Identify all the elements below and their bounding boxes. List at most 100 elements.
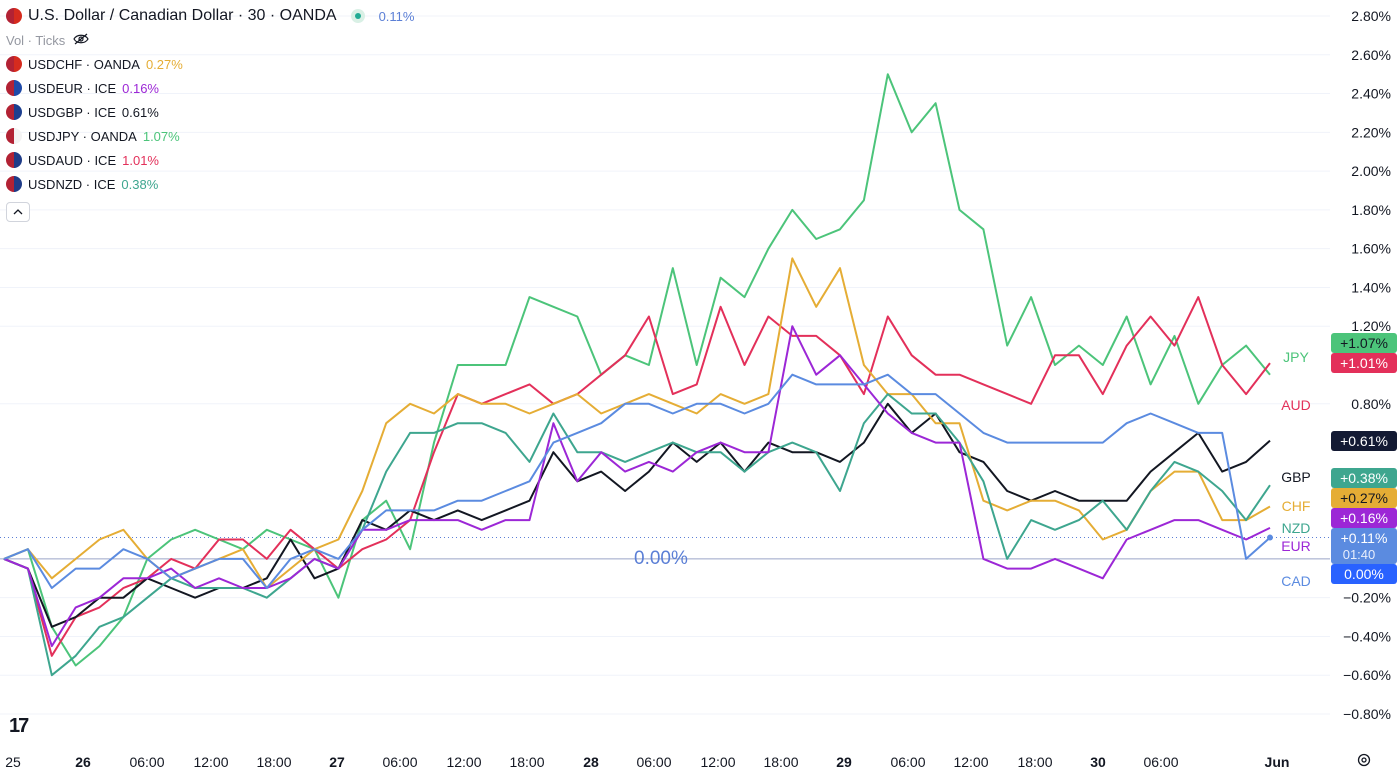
flag-icon	[6, 104, 22, 120]
legend-row-usdchf[interactable]: USDCHF · OANDA 0.27%	[6, 52, 414, 76]
countdown-text: 01:40	[1343, 547, 1376, 562]
x-tick-label: 12:00	[700, 754, 735, 770]
series-line-jpy[interactable]	[3, 73, 1271, 667]
y-tick-label: −0.20%	[1343, 590, 1391, 606]
series-line-chf[interactable]	[3, 257, 1271, 589]
legend-change: 0.38%	[121, 176, 159, 192]
usdcad-flag-icon	[6, 8, 22, 24]
x-tick-label: 18:00	[763, 754, 798, 770]
x-tick-label: 12:00	[193, 754, 228, 770]
legend-change: 1.07%	[142, 128, 180, 144]
market-open-icon	[350, 9, 365, 23]
legend-row-usdaud[interactable]: USDAUD · ICE 1.01%	[6, 148, 414, 172]
legend-row-usdnzd[interactable]: USDNZD · ICE 0.38%	[6, 172, 414, 196]
series-label-gbp: GBP	[1281, 469, 1311, 485]
x-tick-label: 06:00	[129, 754, 164, 770]
x-tick-label: 30	[1090, 754, 1106, 770]
price-badge	[1331, 564, 1397, 584]
price-badge	[1331, 431, 1397, 451]
legend-row-usdgbp[interactable]: USDGBP · ICE 0.61%	[6, 100, 414, 124]
x-tick-label: 28	[583, 754, 599, 770]
x-tick-label: 06:00	[1143, 754, 1178, 770]
price-badge	[1331, 508, 1397, 528]
y-tick-label: 2.00%	[1351, 163, 1391, 179]
legend-panel: U.S. Dollar / Canadian Dollar · 30 · OAN…	[6, 4, 414, 222]
price-badge	[1331, 468, 1397, 488]
x-tick-label: 12:00	[953, 754, 988, 770]
flag-icon	[6, 152, 22, 168]
x-tick-label: 26	[75, 754, 91, 770]
zero-line-label: 0.00%	[634, 548, 688, 569]
price-badge-text: +0.27%	[1340, 490, 1388, 506]
last-price-dot	[1267, 534, 1273, 541]
price-badge-text: +0.11%	[1341, 530, 1388, 546]
price-badge-text: 0.00%	[1344, 566, 1384, 582]
volume-row[interactable]: Vol · Ticks	[6, 28, 414, 52]
y-tick-label: 2.40%	[1351, 86, 1391, 102]
series-label-nzd: NZD	[1282, 520, 1311, 536]
series-label-chf: CHF	[1282, 498, 1311, 514]
gear-icon[interactable]	[1356, 752, 1372, 773]
x-tick-label: 06:00	[382, 754, 417, 770]
flag-icon	[6, 128, 22, 144]
flag-icon	[6, 56, 22, 72]
series-line-eur[interactable]	[3, 325, 1271, 648]
y-tick-label: 1.40%	[1351, 279, 1391, 295]
price-badge	[1331, 528, 1397, 564]
chevron-up-icon[interactable]	[6, 202, 30, 222]
price-badge-text: +0.16%	[1340, 510, 1388, 526]
series-line-cad[interactable]	[3, 373, 1271, 589]
price-badge	[1331, 488, 1397, 508]
series-label-eur: EUR	[1281, 538, 1311, 554]
price-badge-text: +0.61%	[1340, 433, 1388, 449]
legend-change: 0.16%	[122, 80, 159, 96]
x-tick-label: 18:00	[256, 754, 291, 770]
eye-slash-icon[interactable]	[73, 33, 89, 48]
x-tick-label: 18:00	[1017, 754, 1052, 770]
series-line-gbp[interactable]	[3, 402, 1271, 628]
tradingview-logo[interactable]: 17	[9, 715, 29, 737]
legend-symbol: USDJPY · OANDA	[28, 128, 137, 144]
x-tick-label: 27	[329, 754, 345, 770]
y-tick-label: 2.20%	[1351, 124, 1391, 140]
main-symbol-row[interactable]: U.S. Dollar / Canadian Dollar · 30 · OAN…	[6, 4, 414, 28]
price-badge	[1331, 353, 1397, 373]
main-change: 0.11%	[378, 8, 415, 24]
y-tick-label: 1.60%	[1351, 241, 1391, 257]
price-badge	[1331, 333, 1397, 353]
flag-icon	[6, 80, 22, 96]
legend-symbol: USDCHF · OANDA	[28, 56, 140, 72]
series-line-nzd[interactable]	[3, 393, 1271, 677]
y-tick-label: 1.80%	[1351, 202, 1391, 218]
x-tick-label: 29	[836, 754, 852, 770]
y-tick-label: 2.80%	[1351, 8, 1391, 24]
x-tick-label: 18:00	[509, 754, 544, 770]
flag-icon	[6, 176, 22, 192]
legend-row-usdjpy[interactable]: USDJPY · OANDA 1.07%	[6, 124, 414, 148]
price-badge-text: +1.07%	[1340, 335, 1388, 351]
x-tick-label: Jun	[1265, 754, 1290, 770]
legend-symbol: USDNZD · ICE	[28, 176, 116, 192]
y-tick-label: −0.80%	[1343, 706, 1391, 722]
legend-change: 0.27%	[145, 56, 183, 72]
series-label-cad: CAD	[1281, 573, 1311, 589]
price-badge-text: +1.01%	[1340, 355, 1388, 371]
legend-change: 1.01%	[122, 152, 159, 168]
legend-symbol: USDAUD · ICE	[28, 152, 117, 168]
x-tick-label: 06:00	[636, 754, 671, 770]
series-label-jpy: JPY	[1283, 349, 1309, 365]
volume-label: Vol · Ticks	[6, 32, 66, 48]
price-badge-text: +0.38%	[1340, 470, 1388, 486]
x-tick-label: 25	[5, 754, 21, 770]
y-tick-label: 2.60%	[1351, 47, 1391, 63]
series-line-aud[interactable]	[3, 296, 1271, 657]
legend-symbol: USDGBP · ICE	[28, 104, 116, 120]
y-tick-label: 0.80%	[1351, 396, 1391, 412]
chart-title: U.S. Dollar / Canadian Dollar · 30 · OAN…	[28, 7, 337, 24]
y-tick-label: −0.40%	[1343, 628, 1391, 644]
series-label-aud: AUD	[1281, 397, 1311, 413]
legend-row-usdeur[interactable]: USDEUR · ICE 0.16%	[6, 76, 414, 100]
y-tick-label: 1.20%	[1351, 318, 1391, 334]
